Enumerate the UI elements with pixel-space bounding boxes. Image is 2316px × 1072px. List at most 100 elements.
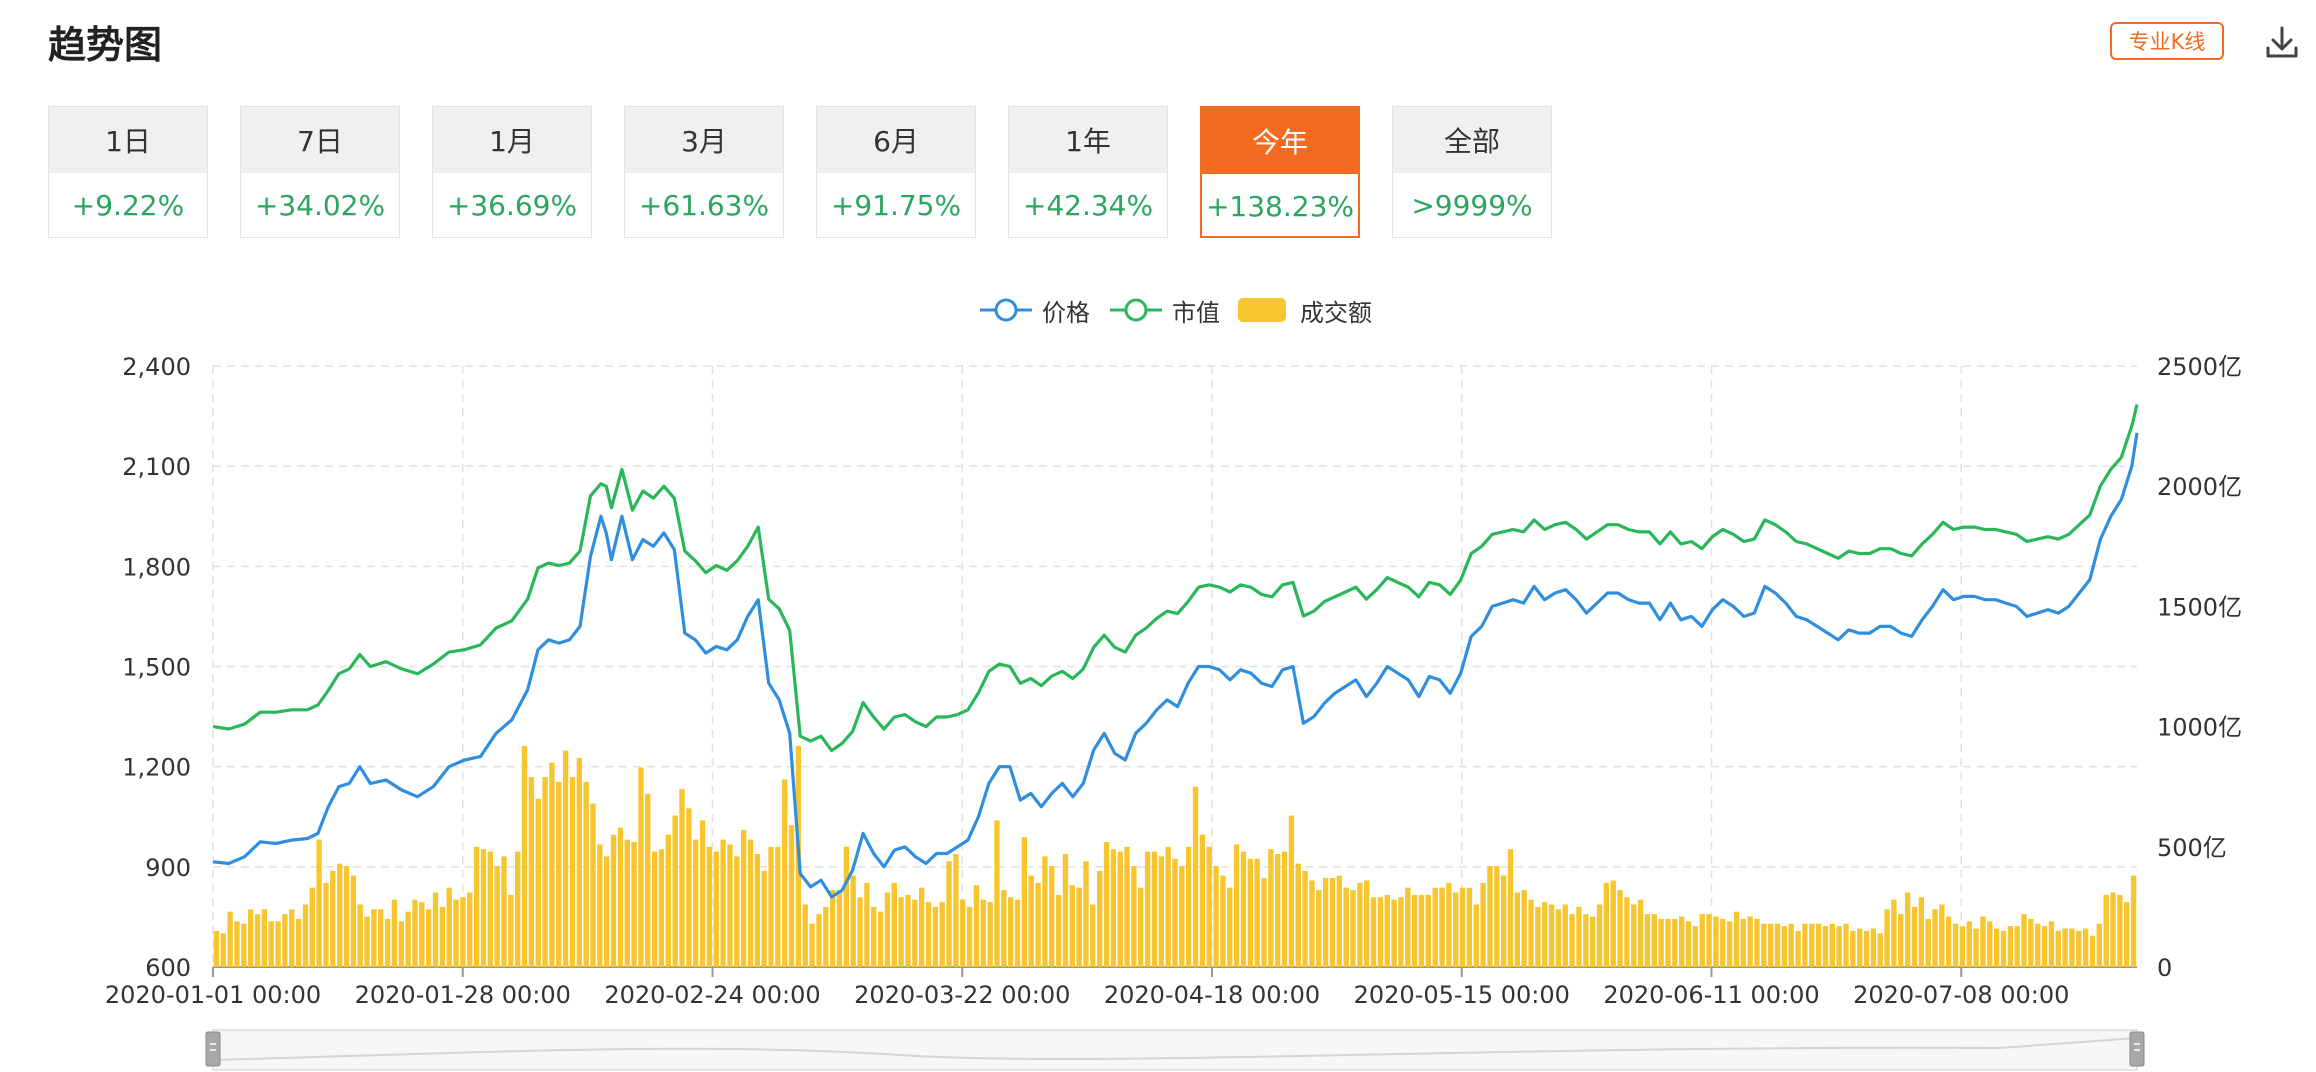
line-marker-icon	[1110, 298, 1162, 322]
volume-bar	[631, 841, 637, 967]
legend-item-market-cap[interactable]: 市值	[1110, 292, 1220, 328]
x-tick-label: 2020-04-18 00:00	[1104, 981, 1320, 1009]
volume-bar	[1555, 909, 1562, 967]
volume-bar	[850, 875, 856, 967]
volume-bar	[1487, 866, 1493, 967]
volume-bar	[1343, 887, 1349, 967]
period-tab-1y[interactable]: 1年 +42.34%	[1008, 106, 1168, 238]
x-tick-label: 2020-03-22 00:00	[854, 981, 1070, 1009]
volume-bar	[1829, 923, 1835, 967]
volume-bar	[275, 921, 281, 967]
volume-bar	[1049, 866, 1055, 967]
volume-bar	[419, 902, 425, 967]
volume-bar	[467, 892, 473, 967]
period-tab-1d[interactable]: 1日 +9.22%	[48, 106, 208, 238]
volume-bar	[2076, 930, 2082, 967]
volume-bar	[1076, 887, 1082, 967]
y-right-tick-label: 2500亿	[2157, 353, 2242, 381]
volume-bar	[1377, 897, 1384, 967]
volume-bar	[405, 911, 411, 967]
volume-bar	[1877, 933, 1883, 967]
legend-item-volume[interactable]: 成交额	[1238, 292, 1372, 328]
volume-bar	[1014, 899, 1021, 967]
volume-bar	[227, 911, 233, 967]
volume-bar	[1008, 897, 1014, 967]
zoom-handle-left[interactable]	[205, 1031, 221, 1067]
volume-bar	[2089, 935, 2096, 967]
volume-bar	[1904, 892, 1911, 967]
volume-bar	[679, 789, 685, 967]
volume-bar	[1788, 923, 1794, 967]
volume-bar	[487, 851, 493, 967]
volume-bar	[693, 839, 699, 967]
volume-bar	[1391, 899, 1397, 967]
volume-bar	[1411, 894, 1418, 967]
volume-bar	[651, 851, 658, 967]
volume-bar	[1172, 858, 1178, 967]
download-icon[interactable]	[2262, 22, 2302, 62]
period-change: >9999%	[1411, 188, 1533, 222]
volume-bar	[823, 906, 829, 967]
volume-bar	[1713, 916, 1719, 967]
volume-bar	[1384, 894, 1390, 967]
volume-bar	[2124, 902, 2130, 967]
volume-bar	[2014, 926, 2020, 967]
volume-bar	[1418, 894, 1425, 967]
volume-bar	[1754, 918, 1760, 967]
volume-bar	[884, 892, 891, 967]
volume-bar	[1097, 870, 1103, 967]
period-tab-ytd[interactable]: 今年 +138.23%	[1200, 106, 1360, 238]
volume-bar	[1815, 923, 1822, 967]
volume-bar	[576, 757, 582, 967]
volume-bar	[1425, 894, 1432, 967]
period-tab-3m[interactable]: 3月 +61.63%	[624, 106, 784, 238]
volume-bar	[1302, 870, 1308, 967]
volume-bar	[1028, 875, 1034, 967]
volume-bar	[843, 846, 850, 967]
volume-bar	[1589, 916, 1596, 967]
volume-bar	[2069, 928, 2075, 967]
period-change: +91.75%	[830, 188, 962, 222]
bar-marker-icon	[1238, 298, 1286, 322]
volume-bar	[1535, 906, 1541, 967]
volume-bar	[2048, 921, 2055, 967]
volume-bar	[1548, 904, 1555, 967]
volume-bar	[1583, 914, 1589, 967]
volume-bar	[980, 899, 986, 967]
volume-bar	[747, 839, 754, 967]
volume-bar	[1021, 837, 1028, 967]
legend-item-price[interactable]: 价格	[980, 292, 1090, 328]
volume-bar	[282, 914, 288, 967]
volume-bar	[871, 906, 877, 967]
volume-bar	[1802, 923, 1808, 967]
volume-bar	[508, 894, 514, 967]
period-tab-1m[interactable]: 1月 +36.69%	[432, 106, 592, 238]
pro-kline-button[interactable]: 专业K线	[2110, 22, 2224, 60]
volume-bar	[1480, 882, 1486, 967]
volume-bar	[1158, 856, 1164, 967]
volume-bar	[473, 846, 480, 967]
volume-bar	[768, 846, 774, 967]
volume-bar	[1733, 911, 1740, 967]
period-change: +34.02%	[254, 188, 386, 222]
x-tick-label: 2020-05-15 00:00	[1354, 981, 1570, 1009]
volume-bar	[1199, 834, 1206, 967]
period-tab-7d[interactable]: 7日 +34.02%	[240, 106, 400, 238]
volume-bar	[877, 911, 884, 967]
volume-bar	[384, 918, 391, 967]
zoom-handle-right[interactable]	[2129, 1031, 2145, 1067]
volume-bar	[542, 777, 548, 967]
volume-bar	[1528, 899, 1534, 967]
line-marker-icon	[980, 298, 1032, 322]
volume-bar	[426, 909, 432, 967]
volume-bar	[549, 762, 555, 967]
volume-bar	[309, 887, 315, 967]
volume-bar	[2062, 928, 2068, 967]
period-tab-all[interactable]: 全部 >9999%	[1392, 106, 1552, 238]
y-right-tick-label: 1000亿	[2157, 714, 2242, 742]
period-tab-6m[interactable]: 6月 +91.75%	[816, 106, 976, 238]
volume-bar	[727, 844, 733, 967]
volume-bar	[1542, 902, 1548, 967]
volume-bar	[706, 846, 713, 967]
volume-bar	[1001, 890, 1007, 967]
